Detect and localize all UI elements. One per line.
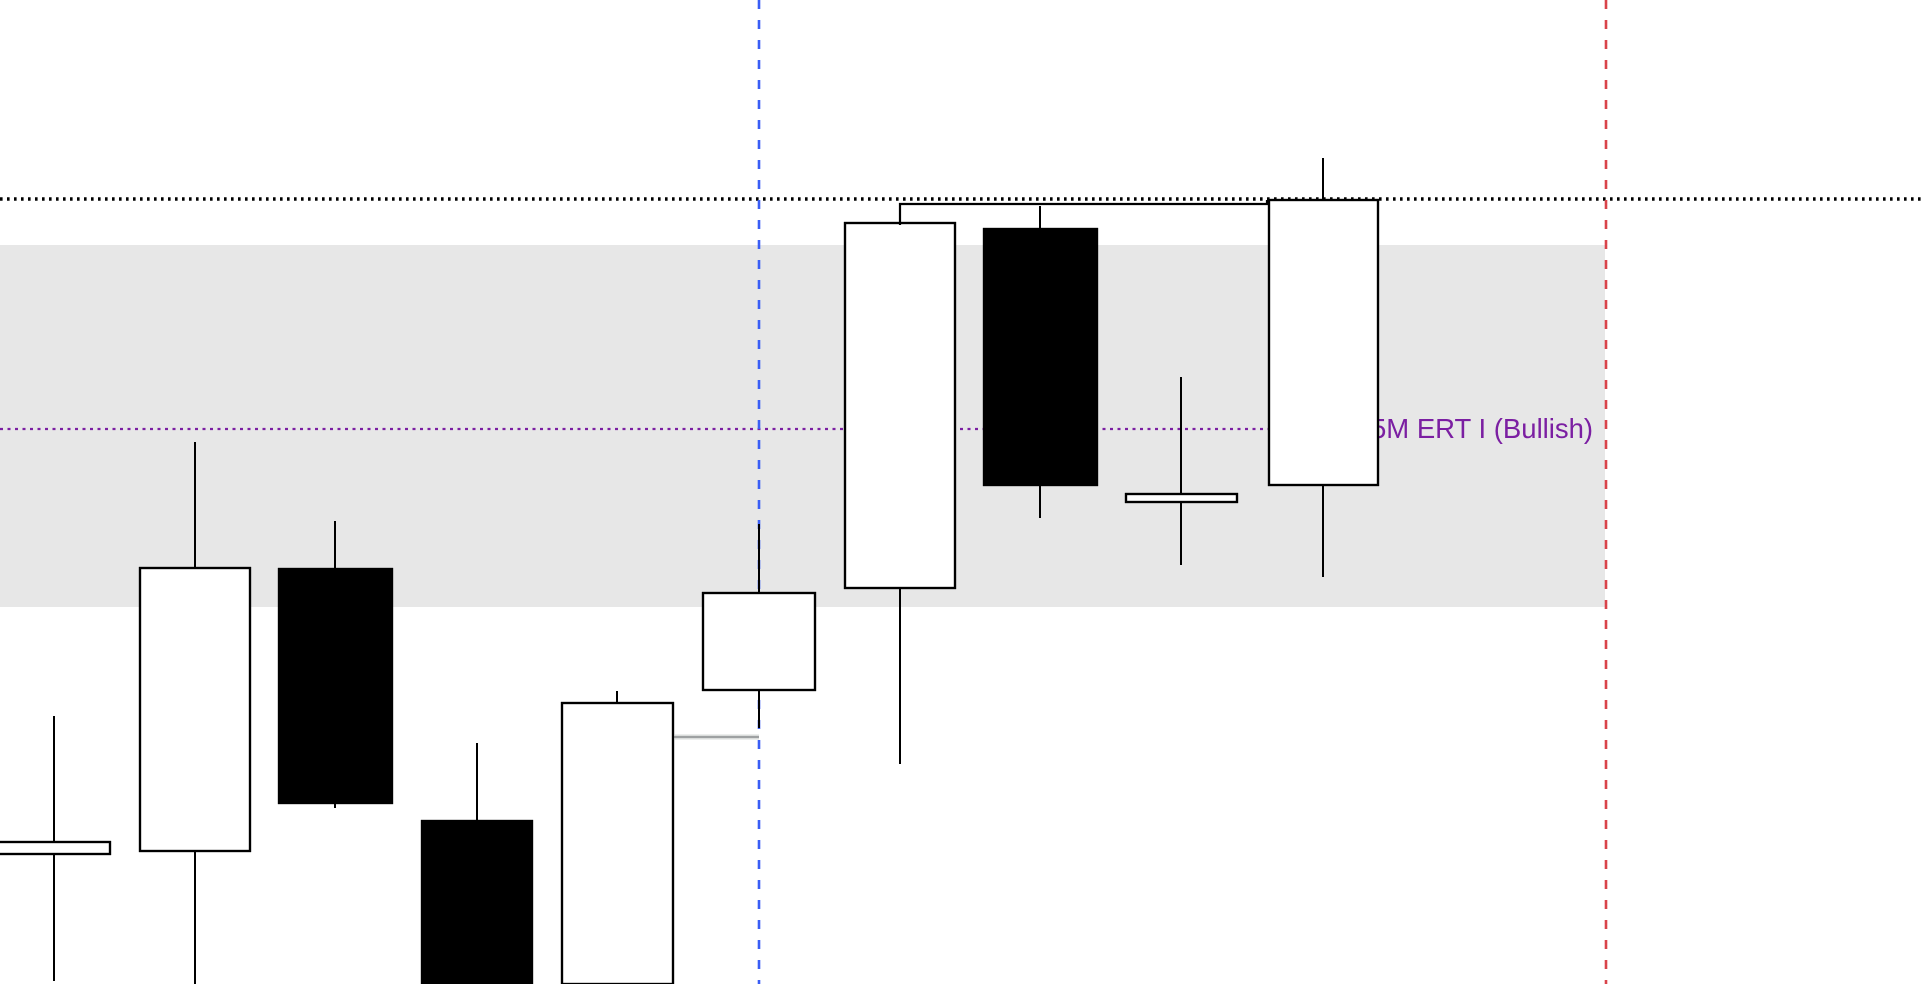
svg-text:5M ERT I (Bullish): 5M ERT I (Bullish): [1371, 413, 1593, 444]
